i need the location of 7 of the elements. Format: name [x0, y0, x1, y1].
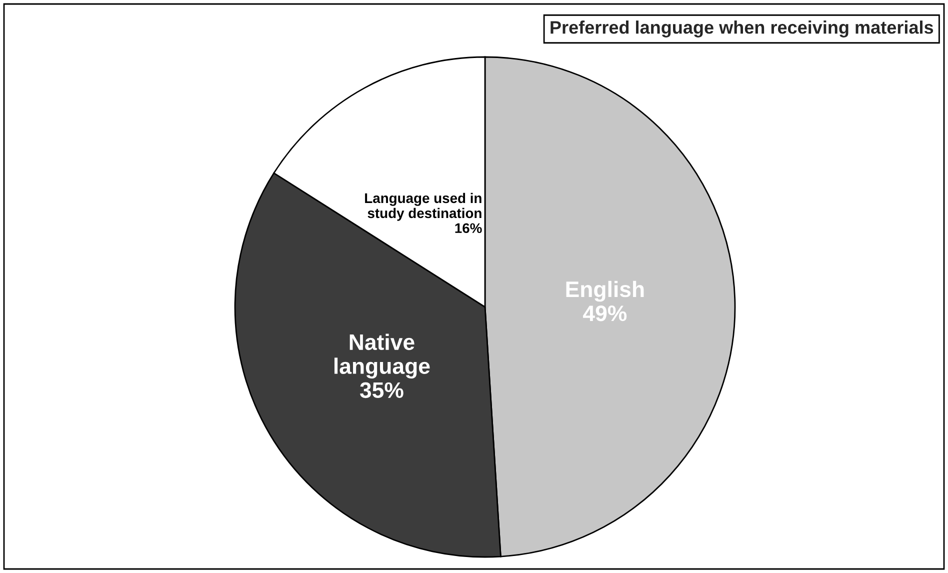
- data-label: 49%: [583, 305, 627, 322]
- slice-label: English: [566, 280, 644, 302]
- data-label: 16%: [455, 223, 482, 234]
- data-label: 35%: [360, 382, 404, 398]
- slice-label: Language used in study destination: [365, 192, 482, 221]
- slice-label: Native language: [334, 334, 430, 378]
- chart-title: Preferred language when receiving materials: [550, 20, 934, 38]
